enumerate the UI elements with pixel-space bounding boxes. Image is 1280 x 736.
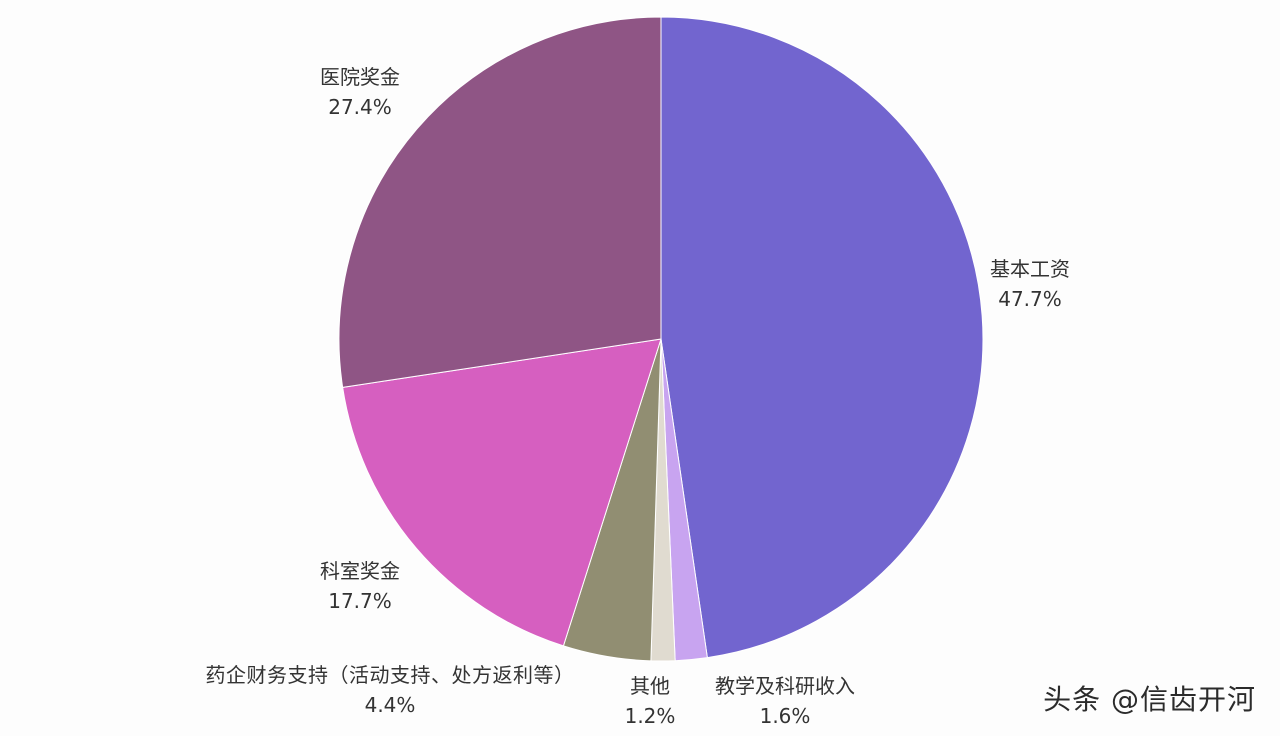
label-department-bonus-value: 17.7% [328, 589, 392, 613]
label-other-name: 其他 [630, 674, 670, 698]
label-basic-salary-name: 基本工资 [990, 257, 1070, 281]
label-basic-salary: 基本工资 47.7% [960, 254, 1100, 314]
label-pharma-support-name: 药企财务支持（活动支持、处方返利等） [205, 663, 575, 687]
label-hospital-bonus: 医院奖金 27.4% [295, 62, 425, 122]
slice-department-bonus [342, 338, 662, 647]
label-hospital-bonus-value: 27.4% [328, 95, 392, 119]
label-other-value: 1.2% [624, 704, 676, 728]
slice-basic-salary [660, 16, 984, 659]
label-department-bonus: 科室奖金 17.7% [295, 556, 425, 616]
label-pharma-support-value: 4.4% [364, 693, 416, 717]
label-teaching-research: 教学及科研收入 1.6% [690, 671, 880, 731]
label-hospital-bonus-name: 医院奖金 [320, 65, 400, 89]
watermark: 头条 @信齿开河 [1043, 683, 1256, 716]
label-teaching-research-value: 1.6% [759, 704, 811, 728]
slice-hospital-bonus [338, 16, 662, 388]
label-basic-salary-value: 47.7% [998, 287, 1062, 311]
label-teaching-research-name: 教学及科研收入 [715, 674, 855, 698]
label-pharma-support: 药企财务支持（活动支持、处方返利等） 4.4% [160, 660, 620, 720]
label-department-bonus-name: 科室奖金 [320, 559, 400, 583]
label-other: 其他 1.2% [610, 671, 690, 731]
